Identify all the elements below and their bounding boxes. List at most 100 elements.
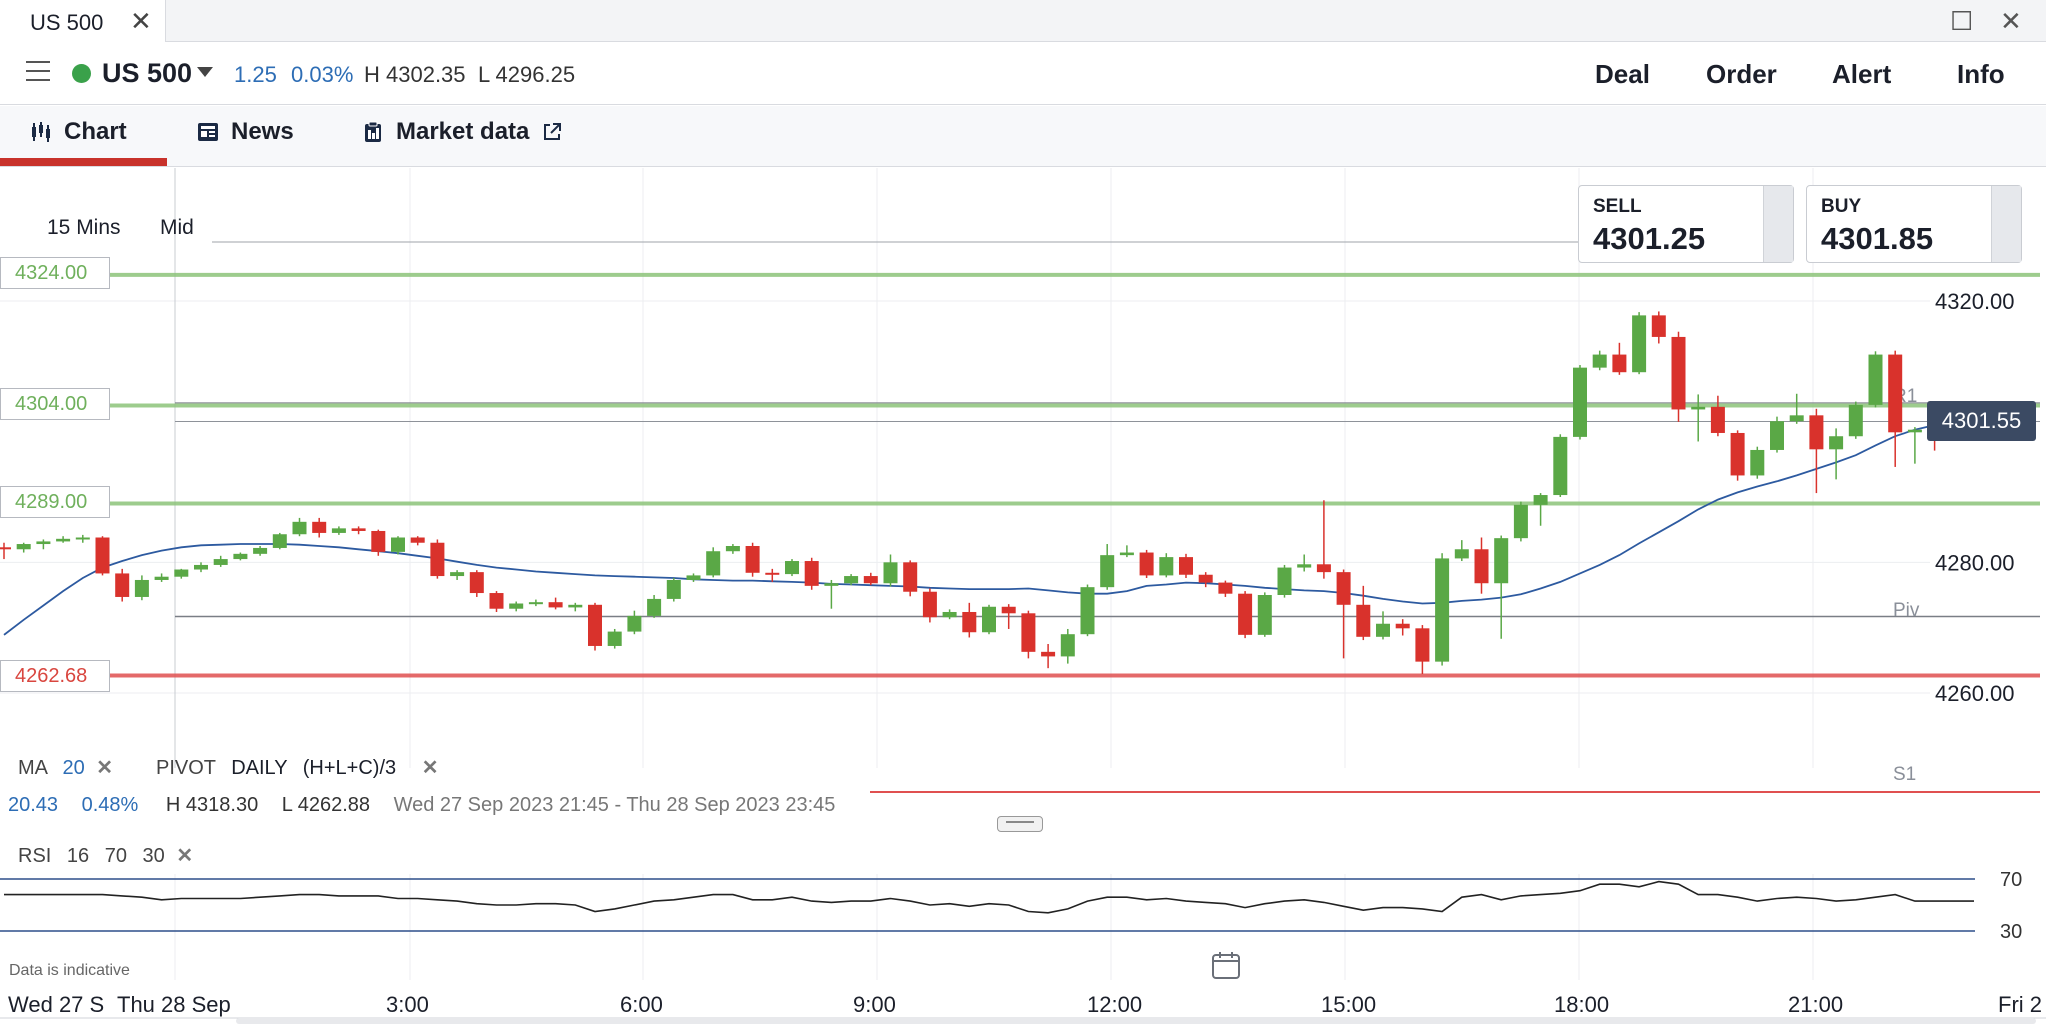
level-tag: 4262.68 — [0, 660, 110, 692]
candle — [1533, 493, 1548, 526]
time-tick-label: 12:00 — [1087, 992, 1142, 1017]
deal-button[interactable]: Deal — [1595, 59, 1650, 89]
ma-label: MA — [18, 757, 47, 779]
candle — [982, 604, 996, 635]
candle-body — [1691, 406, 1706, 410]
tab-news-label: News — [231, 118, 294, 145]
price-tick-label: 4260.00 — [1935, 681, 2015, 706]
candle — [1238, 591, 1253, 639]
candle — [0, 542, 11, 560]
remove-rsi-icon[interactable]: ✕ — [176, 845, 194, 867]
candle-body — [765, 572, 780, 575]
candle — [1651, 311, 1666, 344]
candle-body — [1651, 315, 1666, 337]
buy-side-strip — [1991, 186, 2021, 262]
candle — [1474, 537, 1489, 594]
maximize-icon[interactable]: ☐ — [1950, 6, 1974, 36]
candle-body — [1829, 436, 1844, 450]
candle-body — [883, 562, 898, 584]
rsi-lower[interactable]: 30 — [142, 845, 165, 867]
tab-close-icon[interactable]: ✕ — [130, 6, 152, 36]
candle — [391, 536, 405, 555]
candle — [430, 539, 445, 579]
pivot-label: PIVOT — [156, 757, 216, 779]
candle-body — [1139, 552, 1154, 576]
candle-body — [430, 542, 445, 577]
candle — [883, 554, 898, 587]
newspaper-icon — [198, 123, 218, 141]
candle — [1632, 312, 1647, 375]
candle — [1179, 553, 1193, 579]
tab-news[interactable]: News — [197, 118, 294, 146]
chart-scrollbar[interactable] — [236, 1018, 2036, 1024]
chart-panel[interactable]: R1 Piv S1 4320.00 4280.00 4260.00 70 30 Wed 2… — [0, 168, 2046, 1026]
rsi-period[interactable]: 16 — [66, 845, 90, 867]
time-tick-label: 3:00 — [386, 992, 429, 1017]
menu-icon[interactable] — [26, 61, 50, 83]
external-link-icon — [544, 123, 562, 140]
sell-button[interactable]: SELL 4301.25 — [1578, 185, 1794, 263]
window-tab-bar: US 500 ✕ ☐ ✕ — [0, 0, 2046, 42]
candle-body — [1001, 606, 1016, 614]
candle-body — [331, 528, 346, 533]
tab-market-data[interactable]: Market data — [362, 118, 563, 146]
candle-body — [1080, 587, 1095, 635]
alert-button[interactable]: Alert — [1832, 59, 1892, 89]
candle-body — [607, 631, 622, 646]
price-change-pct: 0.03% — [291, 62, 354, 87]
candle — [942, 609, 957, 620]
window-tab-us500[interactable]: US 500 ✕ — [0, 0, 166, 42]
active-tab-indicator — [0, 158, 167, 166]
candle — [1257, 592, 1272, 637]
candle-body — [903, 562, 918, 592]
sell-price: 4301.25 — [1593, 221, 1706, 256]
candle — [272, 532, 287, 550]
candle-body — [1533, 495, 1548, 505]
buy-button[interactable]: BUY 4301.85 — [1806, 185, 2022, 263]
instrument-name[interactable]: US 500 — [102, 58, 193, 88]
candle-body — [824, 583, 839, 586]
pivot-formula[interactable]: (H+L+C)/3 — [302, 757, 397, 779]
candle — [1198, 572, 1213, 588]
window-tab-label: US 500 — [30, 10, 104, 35]
candle — [666, 578, 681, 602]
range-info: 20.43 0.48% H 4318.30 L 4262.88 Wed 27 S… — [8, 794, 835, 817]
remove-pivot-icon[interactable]: ✕ — [421, 757, 439, 779]
candle — [1316, 500, 1331, 579]
candle-body — [1395, 623, 1410, 629]
candle — [213, 555, 228, 567]
ma-period[interactable]: 20 — [62, 757, 85, 779]
candlestick-icon — [32, 122, 50, 142]
candle-body — [1119, 552, 1134, 556]
remove-ma-icon[interactable]: ✕ — [96, 757, 114, 779]
order-button[interactable]: Order — [1706, 59, 1777, 89]
price-type-selector[interactable]: Mid — [160, 216, 194, 239]
candle — [1060, 628, 1075, 664]
candle — [844, 574, 859, 586]
candle — [95, 536, 110, 576]
sell-side-strip — [1763, 186, 1793, 262]
pivot-period[interactable]: DAILY — [231, 757, 288, 779]
candle — [647, 595, 662, 618]
panel-resize-handle[interactable] — [997, 816, 1043, 832]
candle — [56, 536, 71, 543]
candle — [1159, 553, 1174, 578]
tab-chart[interactable]: Chart — [30, 118, 127, 146]
candle — [1770, 416, 1784, 453]
candle — [588, 602, 602, 651]
time-tick-label: 9:00 — [853, 992, 896, 1017]
candle — [253, 546, 268, 556]
info-button[interactable]: Info — [1957, 59, 2005, 89]
rsi-upper[interactable]: 70 — [104, 845, 127, 867]
range-high: H 4318.30 — [165, 794, 259, 816]
window-close-icon[interactable]: ✕ — [2000, 6, 2022, 36]
candle — [745, 542, 760, 577]
session-low: L 4296.25 — [478, 62, 576, 87]
rsi-tick-label: 70 — [2000, 869, 2022, 891]
candle-body — [1632, 315, 1647, 373]
chevron-down-icon[interactable] — [197, 67, 213, 77]
candle — [528, 599, 543, 607]
calendar-icon[interactable] — [1211, 950, 1241, 980]
interval-selector[interactable]: 15 Mins — [47, 216, 121, 239]
